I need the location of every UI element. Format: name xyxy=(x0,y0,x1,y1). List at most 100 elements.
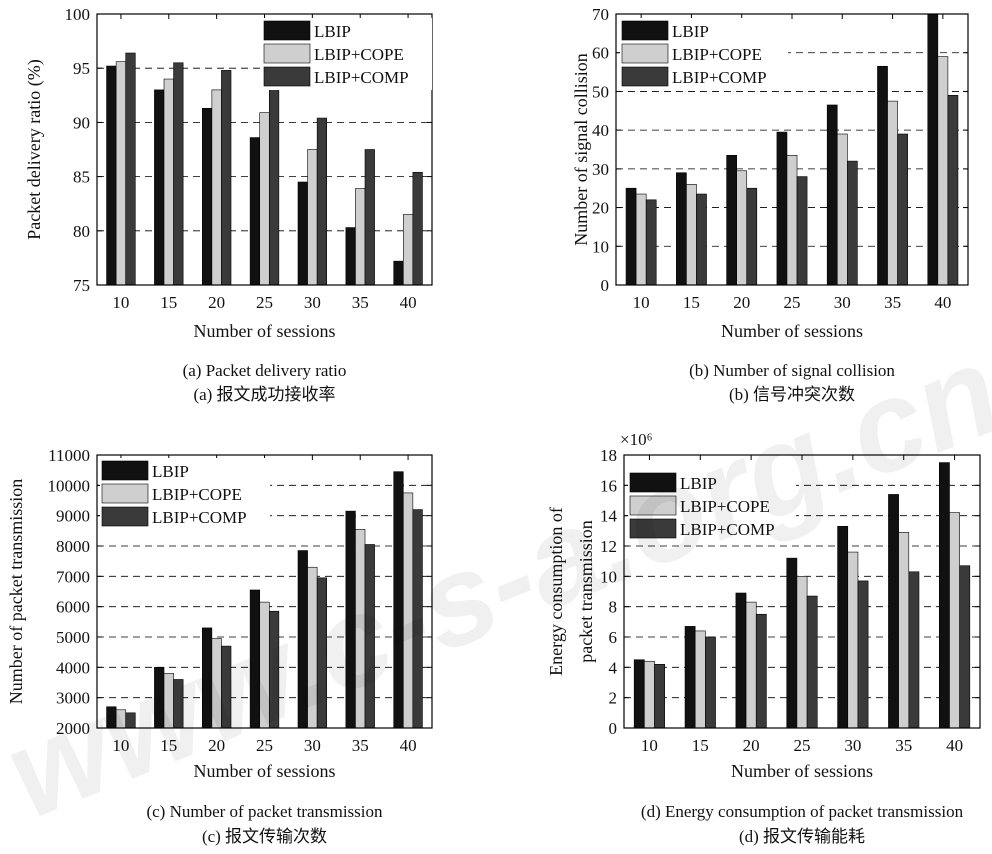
bar-lbip-comp-25 xyxy=(796,176,808,286)
bar-lbip-30 xyxy=(297,550,308,729)
bar-lbip-35 xyxy=(877,65,888,286)
x-tick-label: 30 xyxy=(304,293,321,312)
bar-lbip-35 xyxy=(888,494,899,729)
y-tick-label: 16 xyxy=(600,476,617,495)
x-tick-label: 35 xyxy=(352,736,369,755)
legend-swatch xyxy=(629,472,677,493)
y-tick-label: 3000 xyxy=(56,689,90,708)
bar-lbip-comp-10 xyxy=(125,712,136,729)
y-tick-label: 10 xyxy=(592,237,609,256)
legend-label: LBIP+COMP xyxy=(152,508,247,527)
legend-swatch xyxy=(101,460,149,481)
x-axis-label: Number of sessions xyxy=(194,761,336,781)
caption-chinese: (b) 信号冲突次数 xyxy=(729,385,855,404)
legend: LBIP LBIP+COPE LBIP+COMP xyxy=(620,18,788,90)
bar-lbip-30 xyxy=(297,181,308,286)
bar-lbip-cope-25 xyxy=(259,601,270,729)
bar-lbip-comp-15 xyxy=(696,193,707,286)
y-tick-label: 0 xyxy=(609,719,618,738)
bar-lbip-25 xyxy=(786,557,798,729)
legend-swatch xyxy=(263,20,311,41)
x-tick-label: 25 xyxy=(794,736,811,755)
caption-chinese: (a) 报文成功接收率 xyxy=(193,385,335,404)
legend: LBIP LBIP+COPE LBIP+COMP xyxy=(628,470,796,542)
y-tick-label: 4000 xyxy=(56,658,90,677)
bar-lbip-comp-35 xyxy=(364,149,375,286)
bar-lbip-comp-35 xyxy=(897,133,908,286)
caption-english: (b) Number of signal collision xyxy=(689,361,895,380)
y-tick-label: 85 xyxy=(73,168,90,187)
bar-lbip-10 xyxy=(633,659,645,729)
bar-lbip-comp-15 xyxy=(173,679,184,729)
y-tick-label: 50 xyxy=(592,82,609,101)
bar-lbip-cope-20 xyxy=(736,170,748,286)
bar-lbip-cope-30 xyxy=(307,149,318,286)
y-tick-label: 7000 xyxy=(56,567,90,586)
legend-swatch xyxy=(621,66,669,87)
bar-lbip-comp-10 xyxy=(654,663,665,729)
bar-lbip-comp-15 xyxy=(173,62,184,286)
bar-lbip-40 xyxy=(927,13,939,286)
legend-label: LBIP+COMP xyxy=(314,68,409,87)
legend-label: LBIP+COPE xyxy=(680,497,770,516)
bar-lbip-comp-25 xyxy=(806,595,818,729)
y-tick-label: 14 xyxy=(600,507,618,526)
x-tick-label: 10 xyxy=(112,293,129,312)
bar-lbip-comp-30 xyxy=(857,580,869,729)
bar-lbip-comp-40 xyxy=(947,95,959,286)
bar-lbip-cope-35 xyxy=(355,188,366,286)
legend-label: LBIP+COPE xyxy=(314,45,404,64)
bar-lbip-cope-15 xyxy=(694,630,706,729)
x-tick-label: 10 xyxy=(633,293,650,312)
legend-swatch xyxy=(101,483,149,504)
bar-lbip-cope-30 xyxy=(307,566,318,729)
bar-lbip-35 xyxy=(345,227,356,286)
bar-lbip-20 xyxy=(201,627,213,729)
y-tick-label: 6000 xyxy=(56,598,90,617)
legend-label: LBIP xyxy=(314,22,351,41)
plot-frame xyxy=(96,454,433,729)
y-tick-label: 80 xyxy=(73,222,90,241)
x-tick-label: 20 xyxy=(733,293,750,312)
legend-swatch xyxy=(629,495,677,516)
bar-lbip-cope-20 xyxy=(745,601,757,729)
bar-lbip-comp-10 xyxy=(125,52,136,286)
bar-lbip-comp-35 xyxy=(908,571,920,729)
bar-lbip-20 xyxy=(201,108,213,286)
y-tick-label: 100 xyxy=(65,5,91,24)
bar-lbip-comp-20 xyxy=(746,187,758,286)
bar-lbip-comp-25 xyxy=(268,86,280,286)
bar-lbip-cope-25 xyxy=(259,112,270,286)
y-tick-label: 0 xyxy=(601,276,610,295)
bar-lbip-35 xyxy=(345,510,356,729)
y-tick-label: 10 xyxy=(600,567,617,586)
bar-lbip-comp-40 xyxy=(412,509,423,729)
chart-panel-a: 75 80 85 90 95 100 10 15 20 25 30 35 40 LBIP LBIP+COPE… xyxy=(24,5,433,404)
y-axis-label: packet transmission xyxy=(576,520,596,662)
x-axis-label: Number of sessions xyxy=(731,761,873,781)
caption-english: (c) Number of packet transmission xyxy=(146,802,383,821)
bar-lbip-comp-30 xyxy=(316,117,328,286)
caption-english: (a) Packet delivery ratio xyxy=(183,361,347,380)
y-tick-label: 2 xyxy=(609,689,618,708)
bar-lbip-comp-40 xyxy=(959,565,971,729)
x-tick-label: 35 xyxy=(884,293,901,312)
bar-lbip-comp-15 xyxy=(705,636,716,729)
y-tick-label: 60 xyxy=(592,44,609,63)
x-tick-label: 25 xyxy=(256,736,273,755)
x-tick-label: 40 xyxy=(400,293,417,312)
x-tick-label: 30 xyxy=(834,293,851,312)
bar-lbip-10 xyxy=(106,65,117,286)
bar-lbip-cope-25 xyxy=(796,576,808,729)
y-tick-label: 12 xyxy=(600,537,617,556)
y-tick-label: 11000 xyxy=(48,446,90,465)
bar-lbip-cope-40 xyxy=(937,56,949,286)
y-tick-label: 6 xyxy=(609,628,618,647)
x-tick-label: 25 xyxy=(256,293,273,312)
bar-lbip-20 xyxy=(726,155,737,286)
y-tick-label: 95 xyxy=(73,59,90,78)
bar-lbip-comp-10 xyxy=(645,199,657,286)
plot-frame xyxy=(96,13,433,286)
y-tick-label: 40 xyxy=(592,121,609,140)
bar-lbip-cope-35 xyxy=(887,100,898,286)
